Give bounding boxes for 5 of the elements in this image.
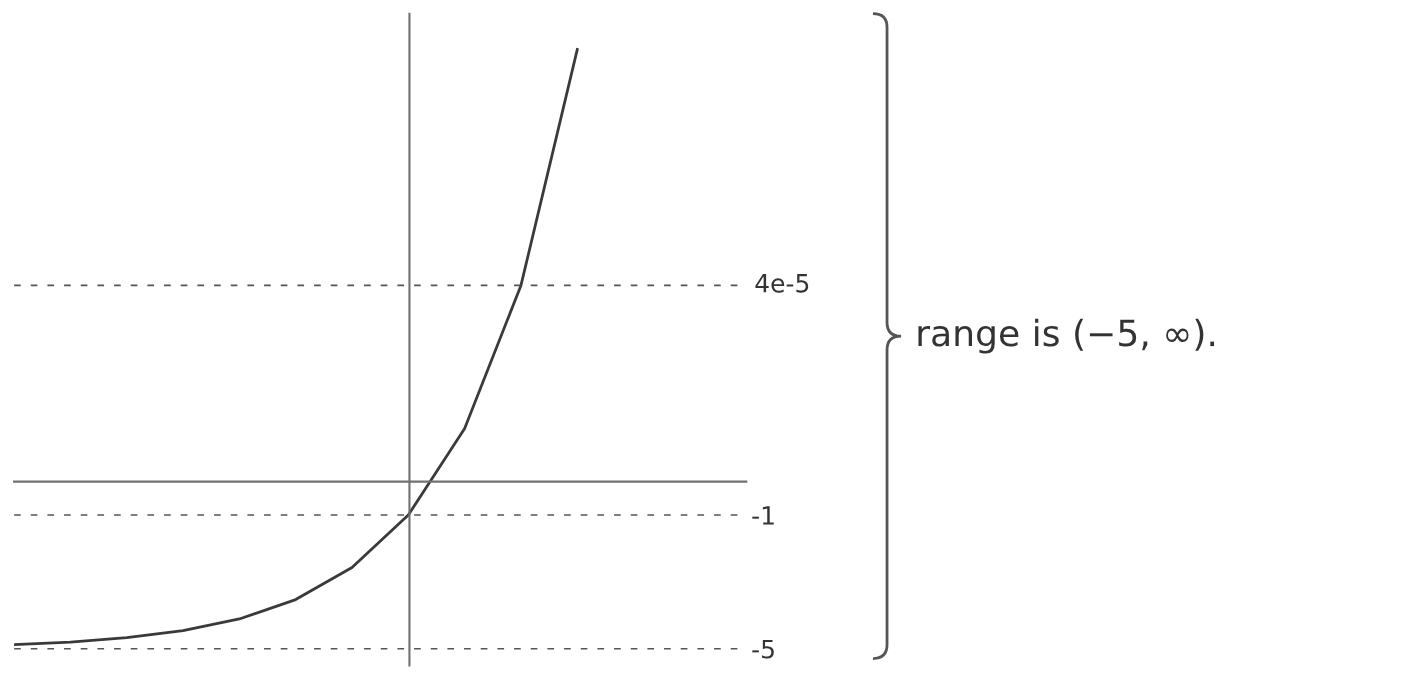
ref-line-label: 4e-5 [755,274,809,293]
y-tick-label: -5 [752,639,774,659]
text: range is (−5, ∞). [918,318,1215,354]
line-series [14,48,579,647]
y-tick-label: -1 [752,506,774,525]
